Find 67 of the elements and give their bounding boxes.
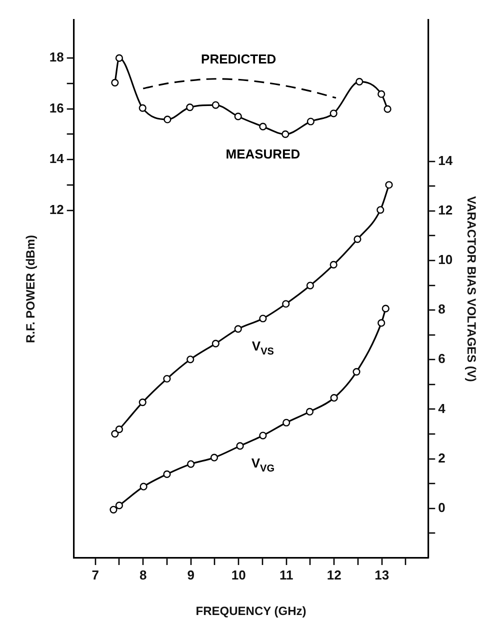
x-tick-label: 8 [139, 567, 147, 582]
point [356, 78, 364, 86]
point [378, 319, 386, 327]
point [306, 282, 314, 290]
x-tick-label: 7 [92, 567, 99, 582]
x-tick-label: 10 [231, 567, 246, 582]
point [186, 104, 194, 112]
point [111, 78, 119, 86]
y2-tick-label: 6 [438, 351, 446, 366]
point [115, 502, 124, 510]
point [282, 300, 290, 308]
point [259, 432, 267, 440]
point [140, 482, 148, 490]
x-tick-label: 11 [279, 567, 294, 582]
line-series [142, 78, 337, 99]
point [330, 110, 338, 118]
point [212, 101, 220, 109]
x-axis-title: FREQUENCY (GHz) [196, 604, 306, 618]
point [330, 260, 338, 269]
point [115, 426, 124, 434]
y2-tick-label: 12 [438, 202, 453, 218]
x-tick-label: 9 [187, 567, 194, 582]
point [378, 90, 386, 98]
point [186, 356, 194, 364]
point [234, 112, 242, 120]
y-tick-label: 18 [49, 50, 64, 65]
point [212, 340, 220, 348]
point [187, 460, 195, 468]
point [382, 304, 390, 312]
point [376, 206, 384, 214]
point [110, 506, 118, 514]
point [306, 408, 314, 416]
y2-tick-label: 0 [438, 500, 446, 515]
y2-tick-label: 8 [438, 302, 446, 317]
point [138, 398, 146, 406]
x-tick-label: 12 [326, 567, 342, 582]
point [163, 470, 171, 478]
point [306, 118, 314, 126]
point [236, 442, 244, 450]
y2-axis-title: VARACTOR BIAS VOLTAGES (V) [464, 196, 478, 382]
series-label: PREDICTED [201, 52, 276, 67]
point [384, 105, 392, 113]
y-axis-title: R.F. POWER (dBm) [24, 235, 38, 343]
point [282, 130, 290, 138]
y-tick-label: 16 [49, 100, 64, 116]
y2-tick-label: 2 [438, 450, 446, 466]
y2-tick-label: 4 [438, 400, 446, 416]
point [138, 104, 146, 112]
point [163, 374, 171, 383]
point [354, 235, 362, 243]
point [115, 54, 124, 62]
y2-tick-label: 10 [438, 252, 453, 268]
series-label: MEASURED [226, 146, 300, 162]
y-tick-label: 14 [49, 151, 65, 166]
x-tick-label: 13 [374, 567, 390, 582]
point [259, 314, 267, 322]
point [111, 430, 119, 438]
point [164, 116, 172, 124]
point [234, 325, 242, 333]
point [330, 394, 338, 402]
point [282, 418, 290, 426]
y-tick-label: 12 [49, 202, 64, 217]
point [385, 181, 393, 189]
point [210, 454, 218, 462]
point [352, 368, 360, 376]
point [259, 122, 267, 130]
y2-tick-label: 14 [438, 152, 454, 168]
